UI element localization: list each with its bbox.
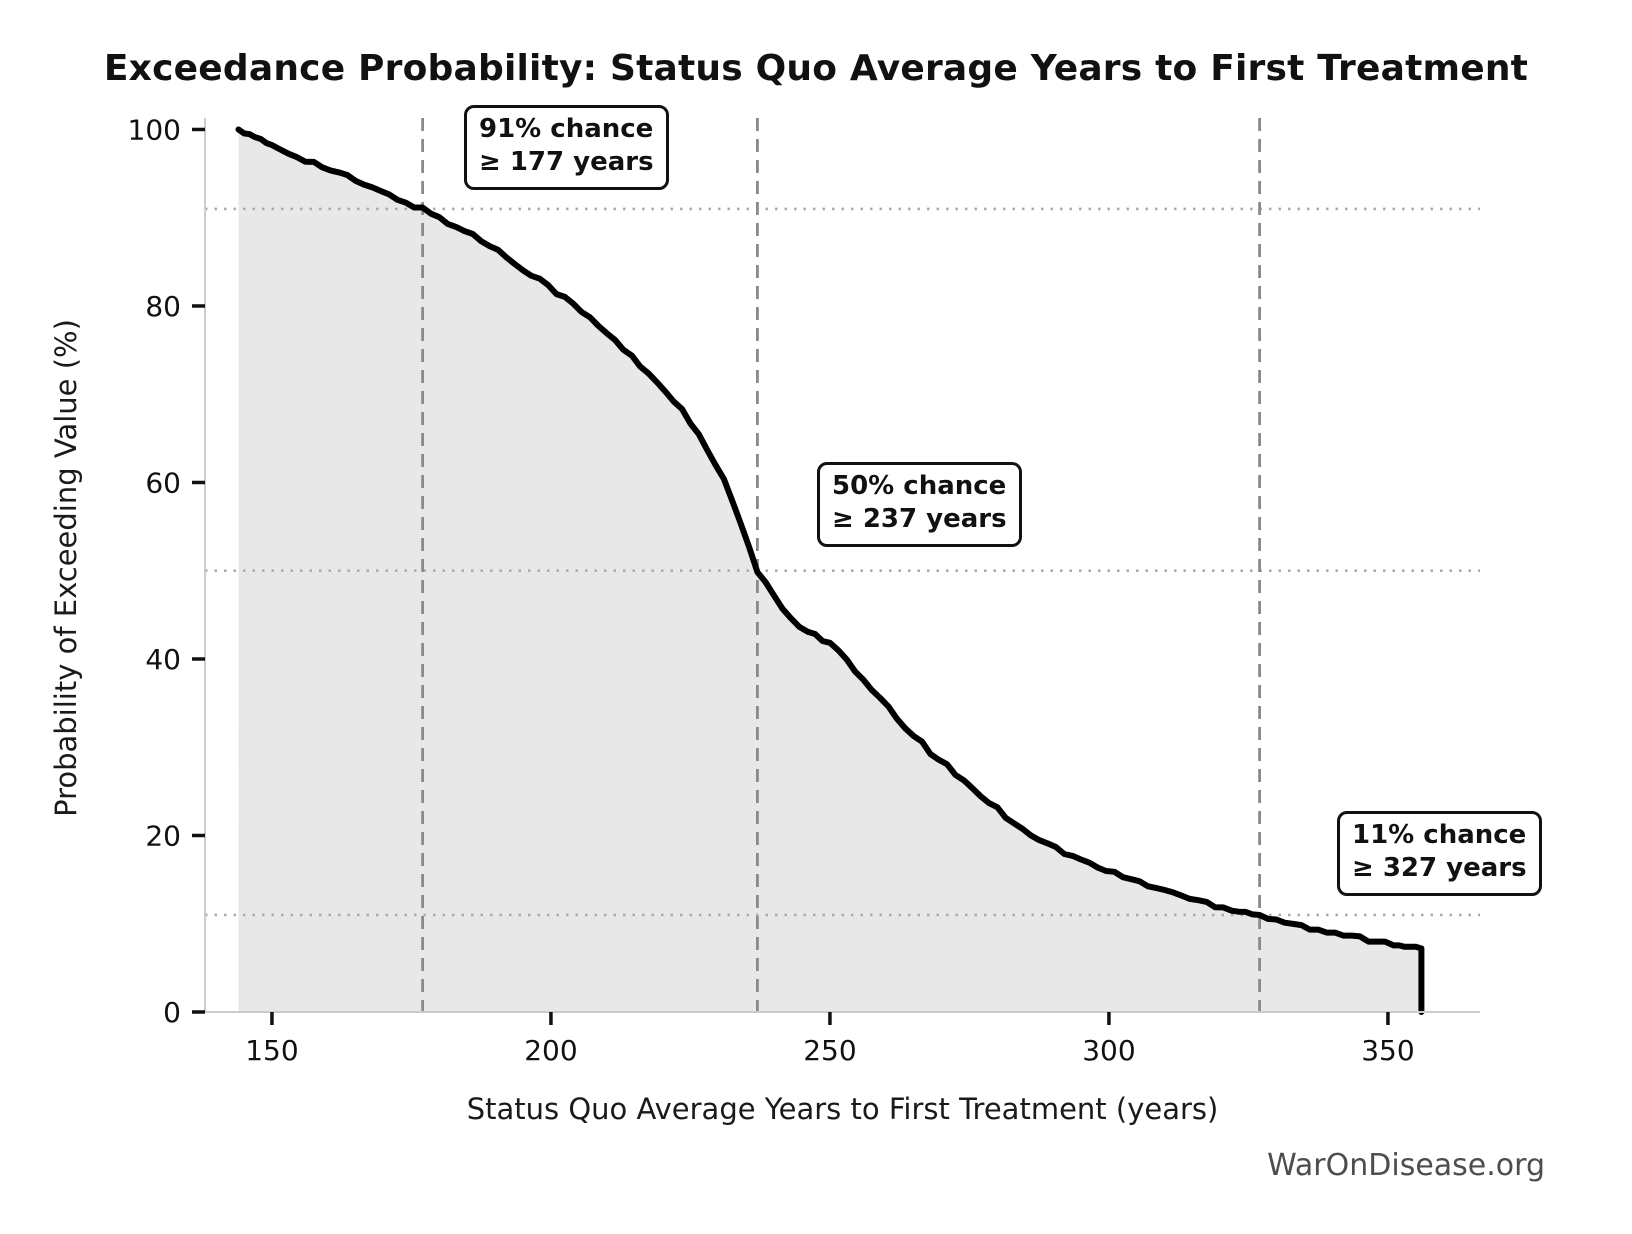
annotation-years-text: ≥ 327 years <box>1352 853 1527 884</box>
y-tick-label-80: 80 <box>145 290 181 323</box>
annotation-chance-text: 11% chance <box>1352 820 1527 850</box>
chart-title: Exceedance Probability: Status Quo Avera… <box>103 48 1529 89</box>
x-tick-label-300: 300 <box>1082 1034 1135 1067</box>
y-tick-label-0: 0 <box>163 996 181 1029</box>
y-axis-label: Probability of Exceeding Value (%) <box>49 319 83 817</box>
annotation-years-text: ≥ 237 years <box>832 504 1007 535</box>
y-tick-label-20: 20 <box>145 819 181 852</box>
exceedance-curve-line <box>235 126 1425 1015</box>
x-tick-label-350: 350 <box>1361 1034 1414 1067</box>
annotation-box-50pct: 50% chance ≥ 237 years <box>817 462 1022 547</box>
fill-area <box>238 129 1422 1012</box>
watermark: WarOnDisease.org <box>1267 1148 1545 1183</box>
x-axis-label: Status Quo Average Years to First Treatm… <box>466 1092 1219 1126</box>
annotation-chance-text: 50% chance <box>832 471 1007 501</box>
annotation-box-91pct: 91% chance ≥ 177 years <box>464 105 669 190</box>
x-tick-label-200: 200 <box>524 1034 577 1067</box>
y-tick-label-100: 100 <box>128 113 181 146</box>
annotation-chance-text: 91% chance <box>479 114 654 144</box>
x-tick-label-150: 150 <box>245 1034 298 1067</box>
y-tick-label-60: 60 <box>145 466 181 499</box>
annotation-years-text: ≥ 177 years <box>479 147 654 178</box>
y-tick-label-40: 40 <box>145 643 181 676</box>
annotation-box-11pct: 11% chance ≥ 327 years <box>1337 811 1542 896</box>
x-tick-label-250: 250 <box>803 1034 856 1067</box>
